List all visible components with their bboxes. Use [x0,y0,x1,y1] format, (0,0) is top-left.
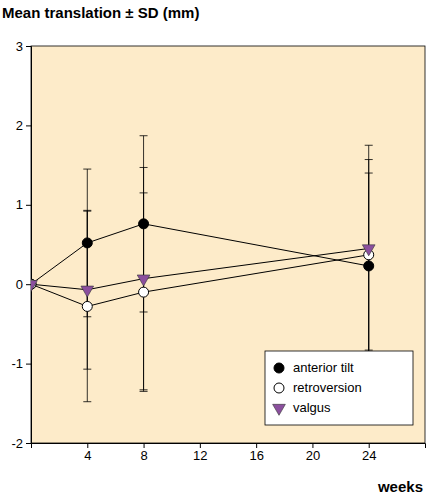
data-point [82,238,92,248]
chart: -2-101234812162024Mean translation ± SD … [0,0,427,500]
y-tick: 1 [16,197,31,212]
x-tick: 20 [306,443,320,463]
legend-label: valgus [293,400,331,415]
y-tick: 2 [16,118,31,133]
legend-label: retroversion [293,380,362,395]
x-axis: 4 8 12 16 20 24 [32,443,426,463]
data-point [82,301,92,311]
error-bar-cap [140,167,148,168]
data-point [81,286,94,297]
y-tick-mark [26,46,31,47]
y-tick: 3 [16,39,31,54]
y-tick-label: 0 [16,277,23,292]
legend: anterior tilt retroversion valgus [265,351,413,425]
error-bar-cap [140,391,148,392]
y-tick-label: 2 [16,118,23,133]
y-tick-mark [26,364,31,365]
data-point [362,245,375,256]
x-tick: 24 [362,443,376,463]
error-bar-cap [83,369,91,370]
series-line [31,224,369,284]
series-line [31,255,369,307]
y-tick-mark [26,443,31,444]
data-point [364,261,374,271]
y-tick-label: 1 [16,197,23,212]
x-tick-label: 24 [362,448,376,463]
x-tick: 16 [249,443,263,463]
x-tick-label: 8 [140,448,147,463]
y-tick: 0 [16,277,31,292]
plot-area [31,136,375,402]
x-tick: 4 [84,443,91,463]
error-bar-cap [140,135,148,136]
y-tick: -2 [11,436,31,451]
series-line [31,248,369,289]
chart-title: Mean translation ± SD (mm) [2,4,199,21]
data-point [139,287,149,297]
y-tick-mark [26,284,31,285]
legend-marker [273,404,286,415]
error-bar [83,211,91,402]
y-tick-label: -2 [11,436,23,451]
data-point [139,219,149,229]
x-axis-title: weeks [377,478,423,495]
error-bar-cap [83,401,91,402]
legend-marker [274,383,284,393]
error-bar-cap [83,210,91,211]
x-tick: 8 [140,443,147,463]
y-axis: -2 -1 0 1 2 3 [11,39,31,451]
error-bar-cap [365,145,373,146]
error-bar-cap [83,169,91,170]
legend-marker [274,363,284,373]
y-tick-label: -1 [11,356,23,371]
x-tick-label: 12 [193,448,207,463]
plot-background [31,46,425,443]
y-tick: -1 [11,356,31,371]
y-axis-line [26,47,32,444]
y-tick-mark [26,125,31,126]
data-point [137,275,150,286]
legend-box [265,351,413,425]
y-tick-label: 3 [16,39,23,54]
x-tick-label: 4 [84,448,91,463]
error-bar-cap [140,389,148,390]
y-tick-mark [26,205,31,206]
x-tick-label: 16 [249,448,263,463]
x-tick-label: 20 [306,448,320,463]
data-point [31,281,37,292]
legend-label: anterior tilt [293,360,354,375]
x-tick: 12 [193,443,207,463]
